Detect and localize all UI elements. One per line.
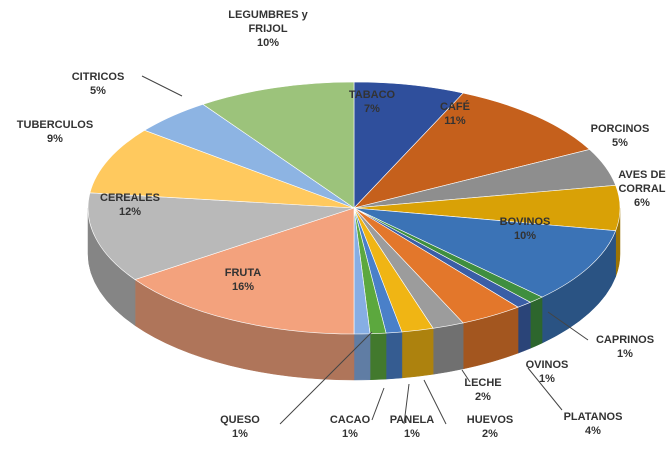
slice-name: CAFÉ <box>440 101 470 113</box>
slice-side <box>517 301 531 354</box>
slice-name: TUBERCULOS <box>16 119 94 131</box>
slice-name: TABACO <box>348 89 396 101</box>
slice-value: 1% <box>404 428 420 440</box>
slice-side <box>401 328 434 379</box>
slice-value: 7% <box>364 103 380 115</box>
slice-value: 9% <box>47 133 63 145</box>
slice-label: PORCINOS 5% <box>585 122 655 150</box>
leader-line <box>527 367 563 411</box>
slice <box>353 92 591 209</box>
slice-name: AVES DE CORRAL <box>618 169 666 195</box>
slice-label: LEGUMBRES y FRIJOL 10% <box>218 8 318 50</box>
slice-name: QUESO <box>220 414 260 426</box>
slice-value: 1% <box>539 373 555 385</box>
slice-value: 11% <box>444 115 466 127</box>
slice <box>353 207 617 298</box>
slice <box>353 81 464 209</box>
slice-label: HUEVOS 2% <box>455 413 525 441</box>
slice-value: 2% <box>475 391 491 403</box>
slice-value: 2% <box>482 428 498 440</box>
slice <box>134 207 355 335</box>
slice-label: CEREALES 12% <box>90 191 170 219</box>
slice-name: FRUTA <box>224 267 262 279</box>
slice-name: BOVINOS <box>499 216 551 228</box>
slice-name: CACAO <box>329 414 371 426</box>
slice <box>87 192 355 280</box>
slice-value: 4% <box>585 425 601 437</box>
leader-line <box>461 369 471 383</box>
slice-name: CAPRINOS <box>595 334 655 346</box>
slice-name: CEREALES <box>100 192 160 204</box>
slice-name: CITRICOS <box>71 71 125 83</box>
slice-name: PANELA <box>389 414 435 426</box>
slice-value: 16% <box>231 281 255 293</box>
slice-label: TUBERCULOS 9% <box>10 118 100 146</box>
slice-name: OVINOS <box>525 359 569 371</box>
leader-line <box>403 383 410 425</box>
slice-name: LECHE <box>464 377 502 389</box>
slice-name: PLATANOS <box>563 411 623 423</box>
leader-line <box>547 311 589 341</box>
slice-label: PANELA 1% <box>387 413 437 441</box>
slice-label: LECHE 2% <box>458 376 508 404</box>
slice-label: FRUTA 16% <box>213 266 273 294</box>
leader-line <box>141 75 183 97</box>
slice-label: CAPRINOS 1% <box>590 333 660 361</box>
slice-value: 5% <box>612 137 628 149</box>
slice-label: CITRICOS 5% <box>63 70 133 98</box>
leader-line <box>371 387 385 421</box>
slice-value: 6% <box>634 197 650 209</box>
slice-label: BOVINOS 10% <box>490 215 560 243</box>
slice-name: HUEVOS <box>466 414 514 426</box>
slice-value: 1% <box>342 428 358 440</box>
slice-label: OVINOS 1% <box>517 358 577 386</box>
slice <box>202 81 355 209</box>
slice-label: TABACO 7% <box>342 88 402 116</box>
slice-side <box>385 331 403 380</box>
leader-line <box>279 331 373 425</box>
slice-side <box>353 333 371 381</box>
slice-side <box>369 332 387 381</box>
slice-value: 5% <box>90 85 106 97</box>
slice-label: CAFÉ 11% <box>425 100 485 128</box>
slice-value: 1% <box>617 348 633 360</box>
slice-value: 10% <box>256 37 280 49</box>
slice-value: 1% <box>232 428 248 440</box>
slice-side <box>432 322 464 375</box>
slice-value: 12% <box>118 206 142 218</box>
slice-label: AVES DE CORRAL 6% <box>615 168 668 210</box>
slice-label: QUESO 1% <box>210 413 270 441</box>
slice-side <box>530 296 543 349</box>
slice-name: LEGUMBRES y FRIJOL <box>228 9 308 35</box>
slice-label: PLATANOS 4% <box>558 410 628 438</box>
slice-value: 10% <box>513 230 537 242</box>
slice-name: PORCINOS <box>590 123 650 135</box>
leader-line <box>423 379 447 425</box>
slice <box>89 129 355 209</box>
slice-label: CACAO 1% <box>325 413 375 441</box>
